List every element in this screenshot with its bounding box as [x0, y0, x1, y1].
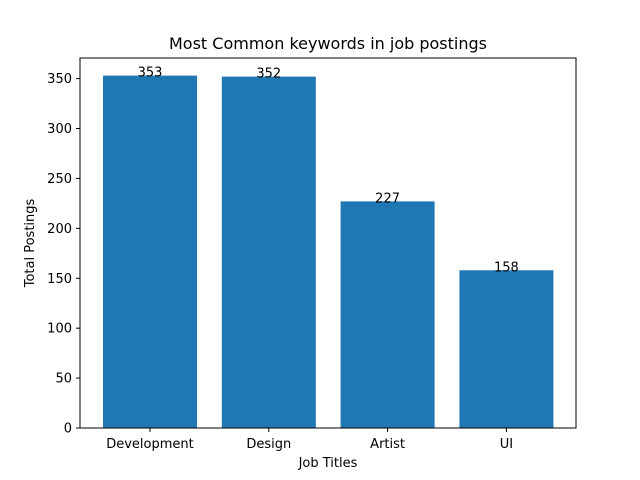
plot-frame: [79, 57, 577, 429]
chart-title: Most Common keywords in job postings: [169, 34, 487, 53]
y-axis-ticks: 0 50 100 150 200 250 300 350: [47, 72, 80, 437]
x-tick-label-ui: UI: [500, 437, 513, 452]
y-tick-label: 0: [64, 422, 72, 437]
bars-group: [103, 75, 554, 428]
y-tick-label: 100: [47, 322, 72, 337]
bar-design: [221, 76, 316, 428]
y-tick-label: 250: [47, 172, 72, 187]
y-tick-label: 150: [47, 272, 72, 287]
data-label-development: 353: [138, 66, 163, 81]
x-axis-ticks: Development Design Artist UI: [106, 428, 513, 452]
data-labels-group: 353 352 227 158: [138, 66, 519, 276]
x-tick-label-artist: Artist: [370, 437, 405, 452]
y-axis-label: Total Postings: [23, 198, 38, 288]
y-tick-label: 200: [47, 222, 72, 237]
data-label-artist: 227: [375, 191, 400, 206]
x-tick-label-development: Development: [106, 437, 194, 452]
y-tick-label: 350: [47, 72, 72, 87]
y-tick-label: 50: [55, 372, 72, 387]
bar-ui: [459, 270, 554, 428]
y-tick-label: 300: [47, 122, 72, 137]
data-label-ui: 158: [494, 260, 519, 275]
data-label-design: 352: [256, 67, 281, 82]
bar-development: [103, 75, 197, 428]
bar-artist: [340, 201, 435, 428]
x-tick-label-design: Design: [246, 437, 291, 452]
x-axis-label: Job Titles: [298, 456, 358, 471]
